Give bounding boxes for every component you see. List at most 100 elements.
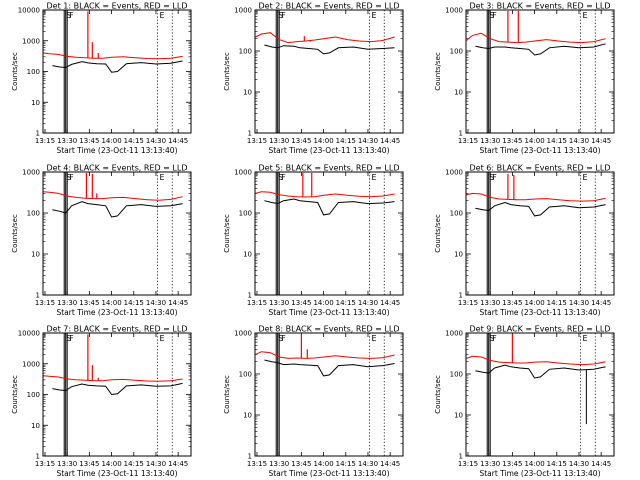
x-axis-label: Start Time (23-Oct-11 13:13:40): [268, 308, 389, 317]
y-axis-label: Counts/sec: [434, 52, 442, 91]
events-series-line: [475, 201, 606, 217]
marker-glyph: S: [278, 173, 283, 182]
marker-glyph: E: [582, 11, 587, 20]
y-tick-label: 10: [454, 412, 463, 420]
y-tick-label: 1: [459, 292, 463, 300]
marker-glyph: S: [489, 173, 494, 182]
events-series-line: [52, 201, 183, 218]
x-tick-label: 14:30: [146, 137, 166, 145]
x-tick-label: 13:15: [35, 299, 55, 307]
y-axis-label: Counts/sec: [11, 52, 19, 91]
marker-glyph: E: [582, 173, 587, 182]
x-tick-label: 14:15: [124, 460, 144, 468]
x-tick-label: 14:15: [124, 299, 144, 307]
marker-glyph: S: [489, 11, 494, 20]
x-tick-label: 13:45: [502, 137, 522, 145]
x-tick-label: 14:45: [168, 137, 188, 145]
y-axis-label: Counts/sec: [11, 375, 19, 414]
x-tick-label: 14:00: [313, 460, 333, 468]
y-axis-label: Counts/sec: [11, 214, 19, 253]
y-tick-label: 1000: [445, 169, 463, 177]
x-tick-label: 14:30: [146, 460, 166, 468]
x-tick-label: 14:45: [591, 137, 611, 145]
x-tick-label: 13:45: [291, 137, 311, 145]
marker-glyph: E: [371, 334, 376, 343]
y-tick-label: 1000: [234, 330, 252, 338]
y-tick-label: 1000: [22, 360, 40, 368]
x-tick-label: 13:45: [291, 299, 311, 307]
x-tick-label: 14:15: [336, 460, 356, 468]
marker-glyph: E: [371, 173, 376, 182]
x-tick-label: 13:15: [247, 137, 267, 145]
plot-title: Det 7: BLACK = Events, RED = LLD: [47, 325, 188, 334]
y-tick-label: 1000: [234, 169, 252, 177]
x-tick-label: 14:30: [146, 299, 166, 307]
x-tick-label: 14:45: [591, 299, 611, 307]
lld-series-line: [43, 52, 183, 60]
plot-title: Det 3: BLACK = Events, RED = LLD: [470, 2, 611, 11]
marker-glyph: S: [66, 334, 71, 343]
marker-glyph: F: [69, 334, 74, 343]
y-tick-label: 1: [36, 292, 40, 300]
x-tick-label: 13:15: [247, 460, 267, 468]
x-tick-label: 13:45: [79, 137, 99, 145]
lld-series-line: [43, 375, 183, 382]
events-series-line: [475, 43, 606, 56]
marker-glyph: F: [281, 334, 286, 343]
x-tick-label: 14:00: [524, 460, 544, 468]
y-tick-label: 1: [459, 453, 463, 461]
plot-title: Det 5: BLACK = Events, RED = LLD: [259, 164, 400, 173]
x-tick-label: 14:00: [101, 137, 121, 145]
x-tick-label: 13:30: [57, 299, 77, 307]
plot-frame: [465, 332, 615, 457]
y-tick-label: 1000: [234, 7, 252, 15]
events-series-line: [52, 382, 183, 396]
x-axis-label: Start Time (23-Oct-11 13:13:40): [268, 469, 389, 478]
y-tick-label: 100: [450, 210, 463, 218]
y-tick-label: 10: [243, 89, 252, 97]
plot-frame: [465, 9, 615, 134]
plot-frame: [254, 171, 404, 296]
x-tick-label: 14:00: [313, 137, 333, 145]
x-tick-label: 14:30: [358, 299, 378, 307]
y-tick-label: 1: [459, 130, 463, 138]
y-axis-label: Counts/sec: [223, 375, 231, 414]
y-tick-label: 10000: [18, 330, 40, 338]
y-tick-label: 1: [36, 453, 40, 461]
marker-glyph: F: [492, 334, 497, 343]
x-tick-label: 14:00: [524, 137, 544, 145]
y-tick-label: 1000: [22, 37, 40, 45]
x-tick-label: 14:30: [358, 137, 378, 145]
y-axis-label: Counts/sec: [434, 375, 442, 414]
y-tick-label: 100: [27, 391, 40, 399]
x-tick-label: 14:15: [547, 137, 567, 145]
events-series-line: [52, 60, 183, 73]
x-axis-label: Start Time (23-Oct-11 13:13:40): [268, 146, 389, 155]
y-tick-label: 10: [243, 251, 252, 259]
y-tick-label: 10: [243, 412, 252, 420]
y-tick-label: 100: [239, 210, 252, 218]
y-tick-label: 10000: [18, 7, 40, 15]
x-tick-label: 13:15: [247, 299, 267, 307]
y-axis-label: Counts/sec: [223, 214, 231, 253]
plot-frame: [254, 332, 404, 457]
events-series-line: [264, 359, 395, 377]
x-axis-label: Start Time (23-Oct-11 13:13:40): [56, 146, 177, 155]
x-tick-label: 14:45: [380, 460, 400, 468]
marker-glyph: F: [281, 11, 286, 20]
y-tick-label: 100: [239, 48, 252, 56]
plot-title: Det 2: BLACK = Events, RED = LLD: [259, 2, 400, 11]
x-tick-label: 13:30: [57, 460, 77, 468]
x-tick-label: 14:15: [336, 299, 356, 307]
plot-title: Det 9: BLACK = Events, RED = LLD: [470, 325, 611, 334]
marker-glyph: S: [66, 173, 71, 182]
y-tick-label: 100: [450, 48, 463, 56]
events-series-line: [264, 198, 395, 216]
marker-glyph: F: [69, 173, 74, 182]
x-tick-label: 13:45: [291, 460, 311, 468]
